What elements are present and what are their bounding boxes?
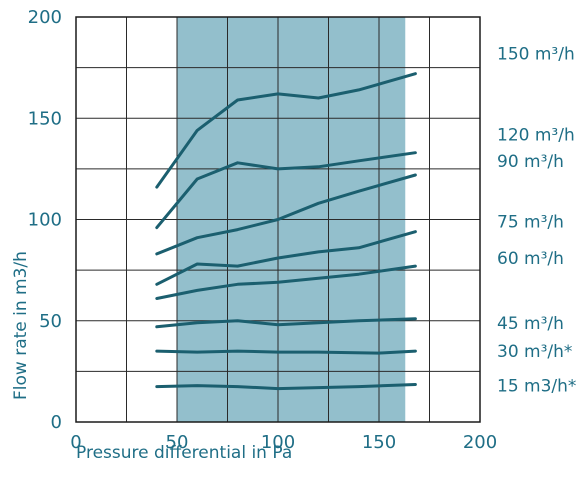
series-line-6 — [155, 349, 417, 355]
series-labels-layer: 150 m³/h 120 m³/h 90 m³/h 75 m³/h 60 m³/h 45 … — [497, 44, 576, 396]
x-tick-label: 150 — [362, 432, 396, 453]
series-label-1: 120 m³/h — [497, 125, 575, 145]
series-label-3: 75 m³/h — [497, 213, 564, 233]
series-lines-layer — [155, 72, 417, 391]
y-tick-label: 200 — [28, 7, 62, 28]
x-axis-title: Pressure differential in Pa — [76, 443, 292, 463]
series-line-2 — [155, 173, 417, 256]
y-tick-label: 100 — [28, 210, 62, 231]
series-line-5 — [155, 317, 417, 329]
series-label-6: 30 m³/h* — [497, 342, 572, 362]
y-axis-title: Flow rate in m3/h — [11, 251, 31, 400]
series-label-7: 15 m3/h* — [497, 377, 576, 397]
series-label-2: 90 m³/h — [497, 152, 564, 172]
series-label-5: 45 m³/h — [497, 314, 564, 334]
series-line-4 — [155, 264, 417, 300]
series-line-0 — [155, 72, 417, 189]
tick-labels-layer: 0 50 100 150 200 0 50 100 150 200 — [28, 7, 498, 453]
y-tick-label: 150 — [28, 108, 62, 129]
x-tick-label: 50 — [166, 432, 189, 453]
series-label-0: 150 m³/h — [497, 44, 575, 64]
series-line-1 — [155, 151, 417, 230]
series-line-3 — [155, 230, 417, 286]
x-tick-label: 100 — [261, 432, 295, 453]
y-tick-label: 0 — [51, 412, 62, 433]
x-tick-label: 200 — [463, 432, 497, 453]
plot-frame — [75, 16, 481, 423]
series-label-4: 60 m³/h — [497, 249, 564, 269]
series-line-7 — [155, 383, 417, 391]
y-tick-label: 50 — [39, 311, 62, 332]
x-tick-label: 0 — [70, 432, 81, 453]
